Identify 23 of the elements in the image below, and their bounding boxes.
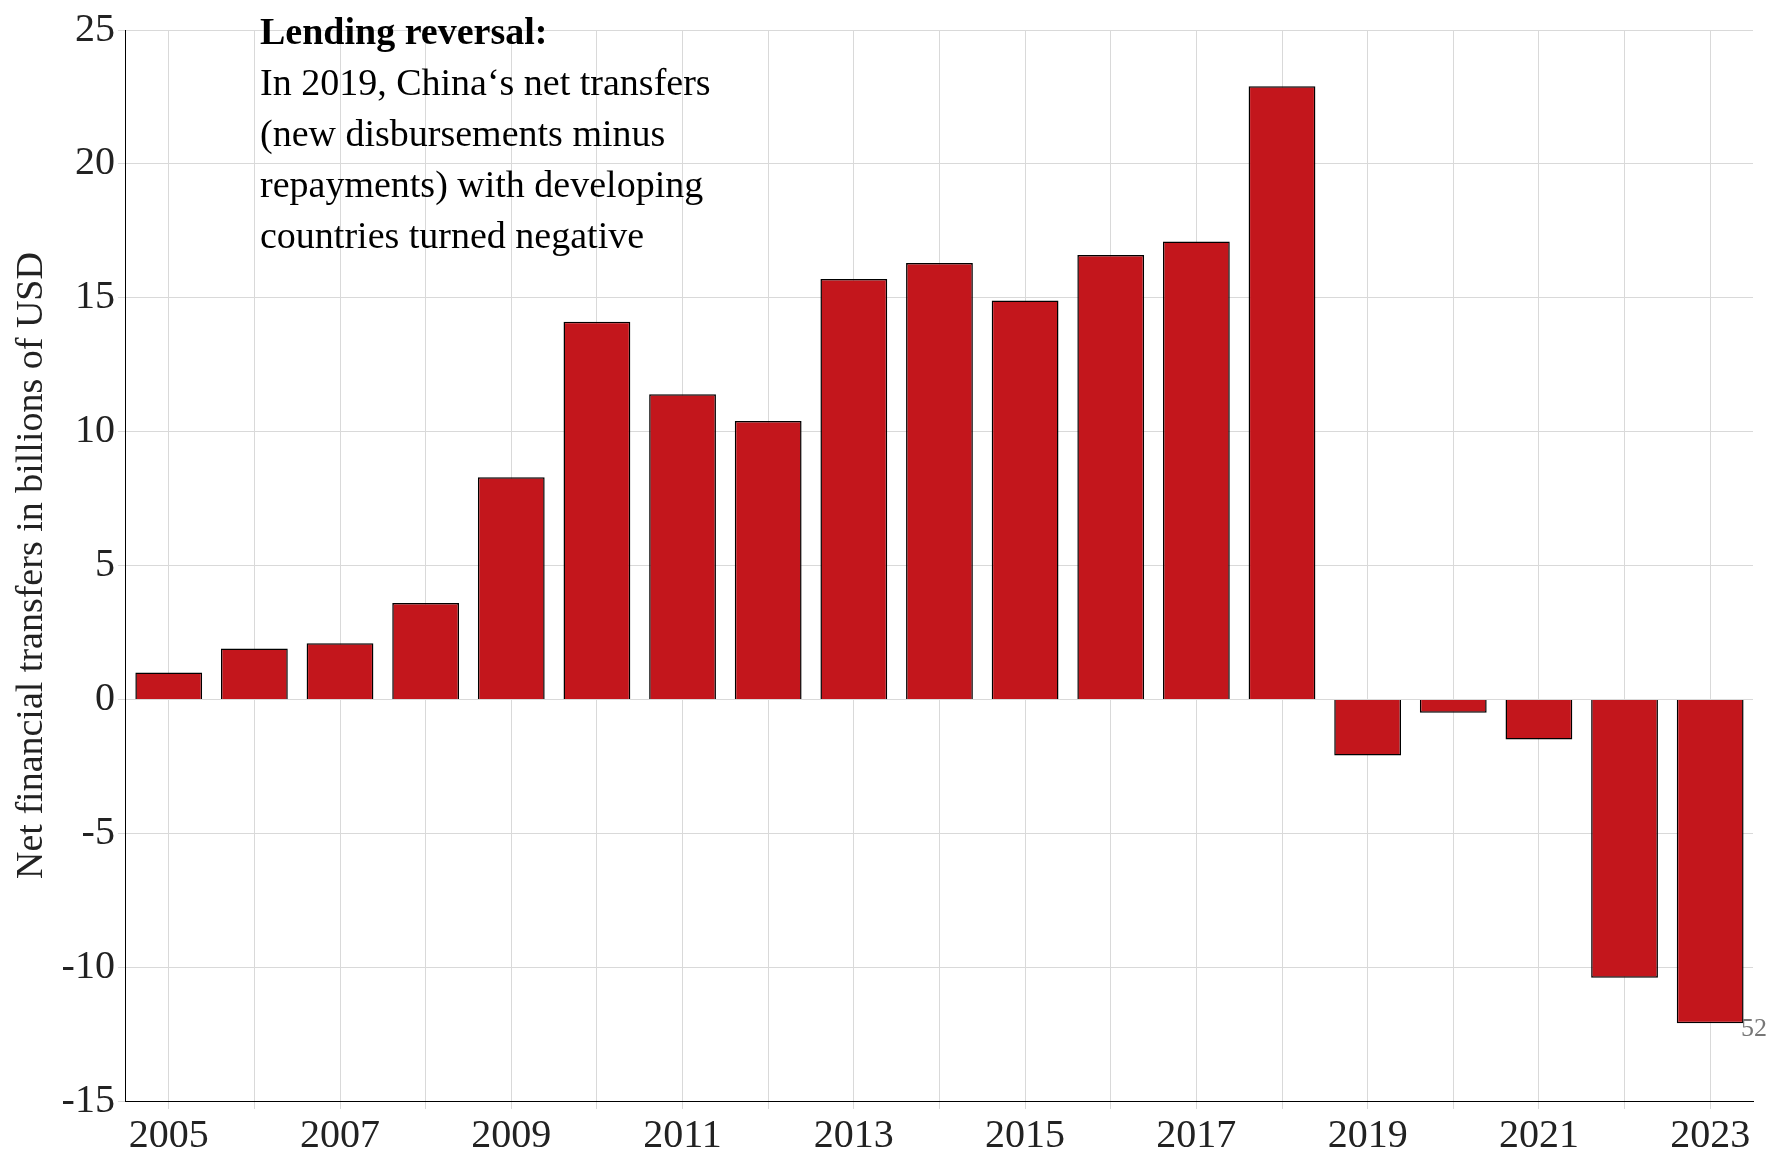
x-tick-label: 2007: [300, 1110, 381, 1156]
y-tick-label: -10: [61, 941, 115, 987]
x-tick-label: 2011: [643, 1110, 722, 1156]
y-tick-label: 25: [74, 4, 115, 50]
y-tick-label: 20: [74, 138, 115, 184]
y-tick-label: -5: [81, 807, 115, 853]
y-tick-label: 5: [94, 540, 115, 585]
y-tick-label: 0: [94, 673, 115, 719]
x-tick-label: 2019: [1327, 1110, 1408, 1156]
x-tick-label: 2015: [985, 1110, 1066, 1156]
x-tick-label: 2023: [1670, 1110, 1751, 1156]
x-tick-label: 2009: [471, 1110, 552, 1156]
x-tick-label: 2021: [1498, 1110, 1579, 1156]
y-tick-label: -15: [61, 1075, 115, 1121]
y-axis-title: Net financial transfers in billions of USD: [7, 252, 50, 879]
annotation: In 2019, China‘s net transfers (new disbursements minus repayments) with developing countries turned negative: [260, 61, 711, 256]
y-tick-label: 15: [74, 272, 115, 318]
annotation: Lending reversal:: [260, 9, 549, 54]
x-tick-label: 2005: [128, 1110, 209, 1156]
annotation: 52: [1741, 1013, 1767, 1043]
y-tick-label: 10: [74, 406, 115, 452]
x-tick-label: 2017: [1156, 1110, 1237, 1156]
x-tick-label: 2013: [813, 1110, 894, 1156]
